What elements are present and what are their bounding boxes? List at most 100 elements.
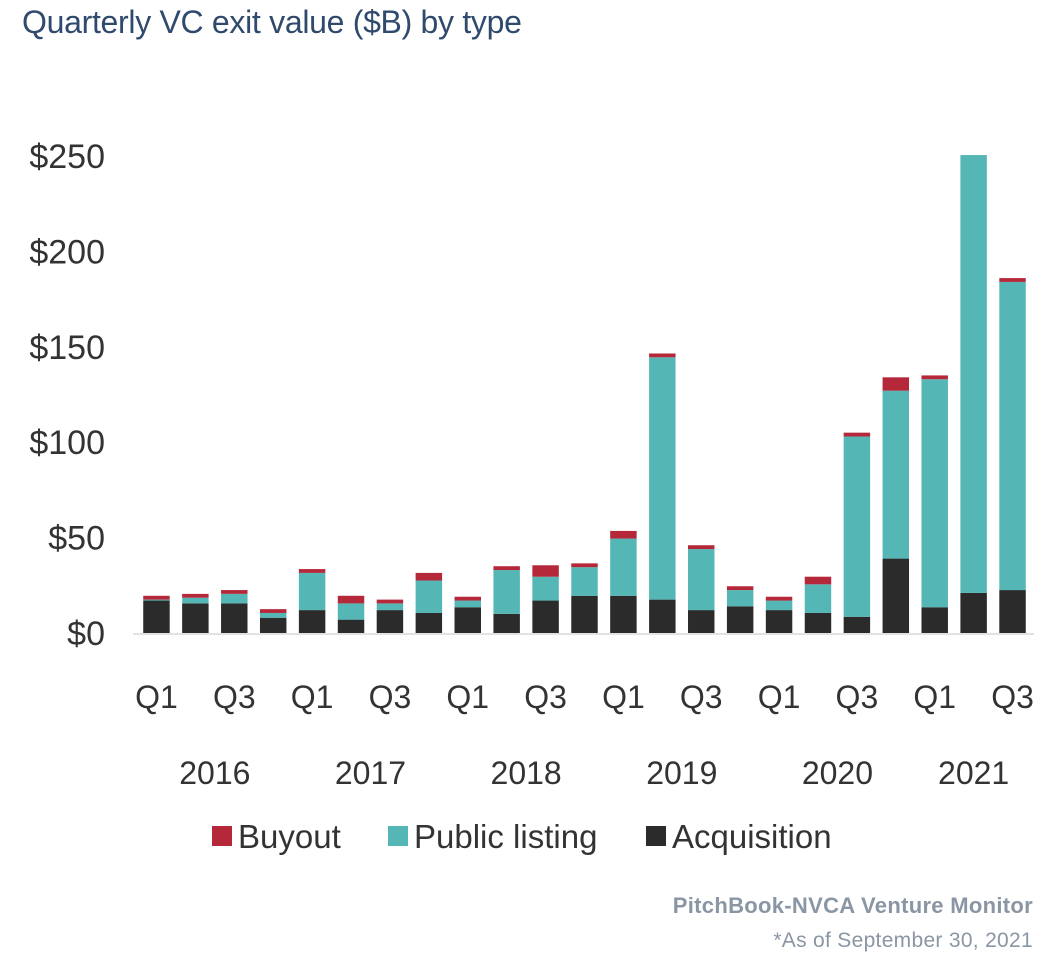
x-tick-label: Q1 [913, 679, 956, 715]
bar-segment-buyout [454, 596, 481, 601]
bar-segment-public-listing [921, 379, 948, 608]
bar-segment-buyout [298, 569, 326, 573]
bar-segment-buyout [999, 278, 1026, 282]
legend: Buyout Public listing Acquisition [212, 818, 832, 855]
bar-segment-acquisition [765, 610, 793, 633]
bar-segment-public-listing [765, 600, 793, 611]
bar-segment-buyout [571, 563, 598, 568]
bar-segment-buyout [804, 576, 832, 585]
year-label: 2018 [491, 755, 562, 791]
x-tick-label: Q3 [680, 679, 723, 715]
y-tick-label: $50 [48, 520, 105, 558]
x-tick-label: Q1 [758, 679, 801, 715]
bar-segment-acquisition [454, 607, 481, 633]
x-tick-label: Q1 [602, 679, 645, 715]
bar-segment-buyout [493, 566, 520, 571]
bar-segment-acquisition [532, 600, 559, 633]
bar-segment-acquisition [415, 612, 443, 633]
x-axis: Q1 Q3 Q1 Q3 Q1 Q3 Q1 Q3 Q1 Q3 Q1 Q3 [135, 679, 1034, 715]
legend-swatch-public-listing [388, 826, 408, 846]
legend-swatch-buyout [212, 826, 232, 846]
x-tick-label: Q3 [213, 679, 256, 715]
bar-segment-acquisition [337, 619, 365, 633]
bar-segment-buyout [337, 595, 365, 604]
legend-label: Buyout [238, 818, 341, 855]
year-label: 2016 [179, 755, 250, 791]
bar-segment-acquisition [610, 595, 637, 633]
bar-segment-public-listing [804, 584, 832, 613]
bar-segment-buyout [143, 595, 170, 600]
x-tick-label: Q3 [524, 679, 567, 715]
bar-segment-acquisition [882, 558, 910, 633]
bar-segment-buyout [532, 565, 559, 577]
y-axis: $0 $50 $100 $150 $200 $250 [29, 138, 105, 653]
bar-segment-acquisition [298, 610, 326, 633]
legend-label: Acquisition [672, 818, 832, 855]
bar-segment-acquisition [571, 595, 598, 633]
y-tick-label: $0 [67, 615, 105, 653]
bar-segment-acquisition [493, 613, 520, 633]
bar-segment-acquisition [649, 599, 676, 633]
bar-segment-acquisition [182, 603, 209, 633]
bar-segment-acquisition [726, 606, 754, 633]
bar-segment-buyout [221, 590, 248, 594]
bar-segment-acquisition [804, 612, 832, 633]
bar-segment-buyout [649, 353, 676, 358]
bar-segment-acquisition [688, 610, 715, 633]
x-tick-label: Q3 [369, 679, 412, 715]
as-of-note: *As of September 30, 2021 [773, 929, 1033, 952]
y-tick-label: $250 [29, 138, 105, 176]
bar-segment-public-listing [415, 580, 443, 613]
bar-segment-acquisition [259, 617, 287, 633]
year-label: 2020 [802, 755, 873, 791]
year-labels: 2016 2017 2018 2019 2020 2021 [179, 755, 1009, 791]
bar-segment-buyout [921, 375, 948, 380]
bar-segment-public-listing [493, 570, 520, 614]
bar-segment-buyout [765, 596, 793, 601]
bar-segment-public-listing [843, 436, 871, 617]
legend-swatch-acquisition [646, 826, 666, 846]
bar-segment-public-listing [298, 572, 326, 611]
bar-segment-acquisition [921, 607, 948, 633]
bar-segment-public-listing [376, 603, 404, 611]
bar-segment-public-listing [726, 590, 754, 607]
bar-segment-public-listing [454, 600, 481, 608]
bar-segment-acquisition [999, 590, 1026, 633]
y-tick-label: $100 [29, 424, 105, 462]
year-label: 2021 [938, 755, 1009, 791]
bar-segment-acquisition [376, 610, 404, 633]
bar-segment-public-listing [610, 538, 637, 596]
bar-segment-public-listing [571, 567, 598, 596]
bar-segment-public-listing [882, 390, 910, 559]
bar-segment-public-listing [688, 549, 715, 611]
bar-segment-acquisition [960, 592, 987, 633]
bar-segment-buyout [415, 572, 443, 581]
bar-segment-buyout [259, 609, 287, 613]
bar-segment-public-listing [999, 281, 1026, 591]
x-tick-label: Q3 [836, 679, 879, 715]
bar-segment-public-listing [259, 612, 287, 618]
bar-segment-public-listing [221, 593, 248, 604]
bar-segment-buyout [182, 593, 209, 598]
bar-segment-public-listing [337, 603, 365, 620]
year-label: 2019 [646, 755, 717, 791]
bar-segment-public-listing [532, 576, 559, 601]
year-label: 2017 [335, 755, 406, 791]
bar-segment-acquisition [843, 616, 871, 633]
x-tick-label: Q1 [291, 679, 334, 715]
bar-segment-acquisition [221, 603, 248, 633]
bar-segment-public-listing [960, 155, 987, 593]
x-tick-label: Q3 [991, 679, 1034, 715]
y-tick-label: $150 [29, 329, 105, 367]
x-tick-label: Q1 [446, 679, 489, 715]
bar-segment-public-listing [143, 599, 170, 601]
bars-group [143, 155, 1026, 633]
chart-title: Quarterly VC exit value ($B) by type [22, 4, 522, 40]
legend-label: Public listing [414, 818, 597, 855]
bar-segment-buyout [726, 586, 754, 591]
bar-segment-buyout [843, 432, 871, 437]
bar-segment-buyout [688, 545, 715, 550]
bar-segment-buyout [610, 530, 637, 539]
y-tick-label: $200 [29, 233, 105, 271]
